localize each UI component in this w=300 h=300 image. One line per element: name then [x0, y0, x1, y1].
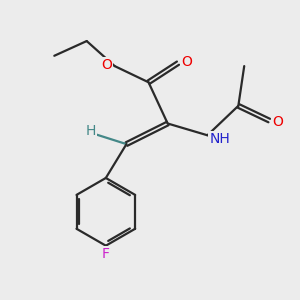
Text: O: O — [181, 55, 192, 69]
Text: O: O — [101, 58, 112, 73]
Text: F: F — [102, 247, 110, 261]
Text: NH: NH — [209, 132, 230, 146]
Text: O: O — [272, 115, 283, 129]
Text: H: H — [85, 124, 96, 138]
